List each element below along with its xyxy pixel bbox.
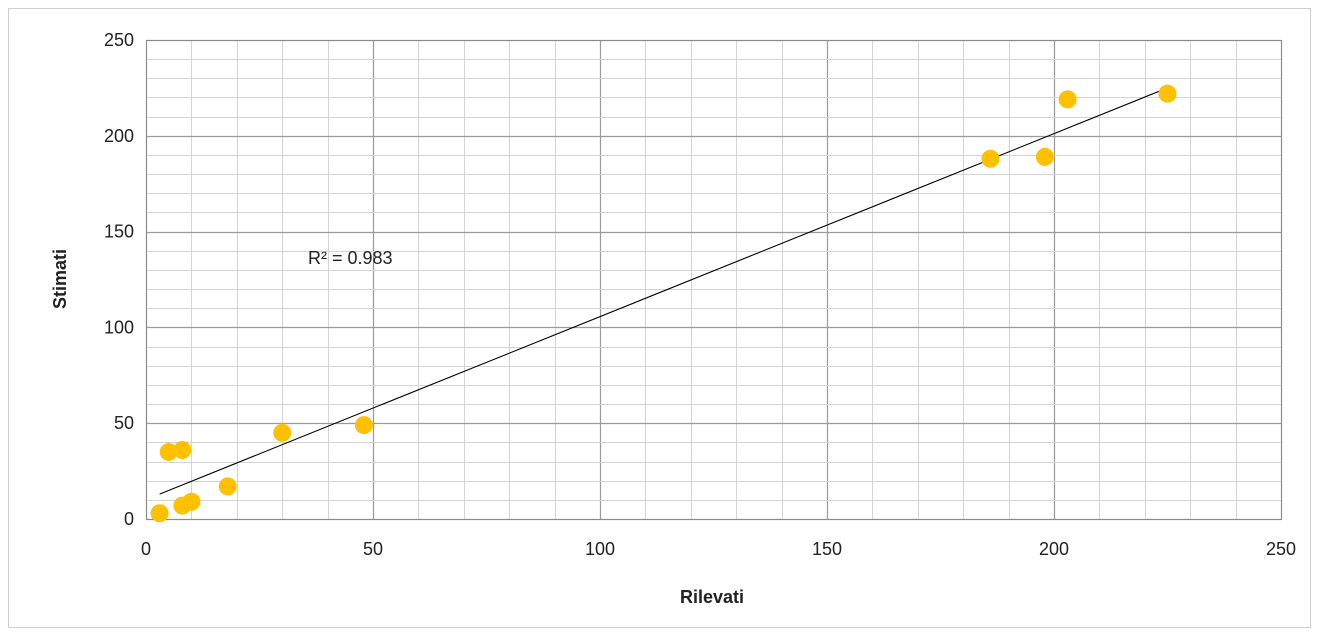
chart-frame [8,8,1311,628]
trendline-group [159,87,1168,495]
x-tick-label: 150 [812,539,842,559]
data-point-9 [981,149,1000,168]
data-point-5 [182,492,201,511]
x-tick-label: 0 [141,539,151,559]
y-tick-label: 250 [104,30,134,50]
tick-labels: 0 50 100 150 200 250 0 50 100 150 200 250 [104,30,1296,559]
data-point-3 [173,441,192,460]
data-point-12 [1158,84,1177,103]
data-point-10 [1035,147,1054,166]
data-point-7 [273,423,292,442]
data-point-8 [354,416,373,435]
data-point-11 [1058,90,1077,109]
data-point-2 [159,442,178,461]
x-tick-label: 100 [585,539,615,559]
y-axis-title: Stimati [50,249,70,309]
x-tick-label: 250 [1266,539,1296,559]
r-squared-annotation: R² = 0.983 [308,248,393,268]
y-tick-label: 50 [114,413,134,433]
y-tick-label: 100 [104,317,134,337]
data-point-1 [150,504,169,523]
data-point-6 [218,477,237,496]
y-tick-label: 0 [124,509,134,529]
x-tick-label: 200 [1039,539,1069,559]
x-tick-label: 50 [363,539,383,559]
plot-area-border [146,40,1282,520]
grid [145,39,1283,521]
data-points [150,84,1177,523]
linear-trendline [159,87,1168,495]
y-tick-label: 150 [104,222,134,242]
y-tick-label: 200 [104,126,134,146]
x-axis-title: Rilevati [680,587,744,607]
